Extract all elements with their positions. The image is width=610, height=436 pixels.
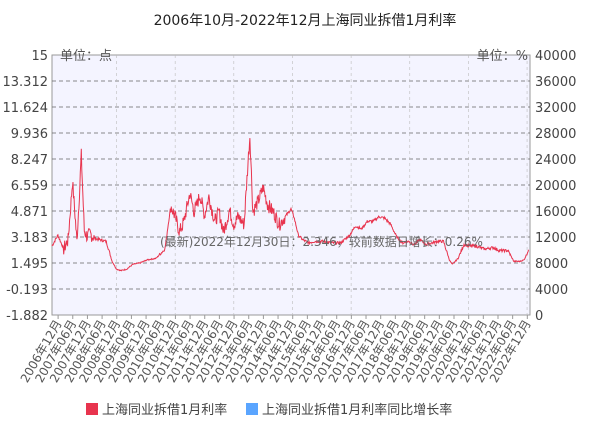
y-right-tick-label: 0: [535, 309, 543, 324]
y-left-tick-label: -1.882: [6, 309, 48, 324]
y-left-tick-label: 3.183: [11, 231, 48, 246]
grid-lines: [52, 55, 530, 315]
y-right-tick-label: 36000: [535, 75, 576, 90]
y-right-tick-label: 40000: [535, 49, 576, 64]
latest-annotation: (最新)2022年12月30日：2.346，较前数据日增长：0.26%: [160, 234, 483, 249]
legend: 上海同业拆借1月利率 上海同业拆借1月利率同比增长率: [86, 402, 452, 418]
y-right-tick-label: 28000: [535, 127, 576, 142]
y-right-tick-label: 32000: [535, 101, 576, 116]
right-axis-ticks: 4000036000320002800024000200001600012000…: [535, 49, 576, 324]
legend-label-growth: 上海同业拆借1月利率同比增长率: [262, 402, 452, 418]
left-axis-unit: 单位：点: [60, 49, 112, 64]
legend-swatch-growth: [246, 403, 258, 415]
y-left-tick-label: 1.495: [11, 257, 48, 272]
y-right-tick-label: 20000: [535, 179, 576, 194]
y-left-tick-label: 4.871: [11, 205, 48, 220]
y-left-tick-label: 13.312: [3, 75, 49, 90]
y-right-tick-label: 12000: [535, 231, 576, 246]
legend-label-rate: 上海同业拆借1月利率: [102, 402, 227, 418]
chart-title: 2006年10月-2022年12月上海同业拆借1月利率: [154, 12, 457, 29]
y-right-tick-label: 16000: [535, 205, 576, 220]
y-right-tick-label: 24000: [535, 153, 576, 168]
y-right-tick-label: 8000: [535, 257, 568, 272]
y-left-tick-label: 9.936: [11, 127, 48, 142]
y-left-tick-label: 11.624: [3, 101, 49, 116]
y-right-tick-label: 4000: [535, 283, 568, 298]
y-left-tick-label: -0.193: [6, 283, 48, 298]
legend-swatch-rate: [86, 403, 98, 415]
y-left-tick-label: 6.559: [11, 179, 48, 194]
y-left-tick-label: 15: [31, 49, 48, 64]
series-layer: [51, 138, 529, 272]
left-axis-ticks: 15 13.312 11.624 9.936 8.247 6.559 4.871 3.183 1…: [3, 49, 49, 324]
right-axis-unit: 单位：%: [477, 49, 528, 64]
y-left-tick-label: 8.247: [11, 153, 48, 168]
x-axis-ticks: 2006年12月2007年06月2007年12月2008年06月2008年12月…: [18, 315, 534, 385]
series-line-rate: [51, 138, 529, 272]
